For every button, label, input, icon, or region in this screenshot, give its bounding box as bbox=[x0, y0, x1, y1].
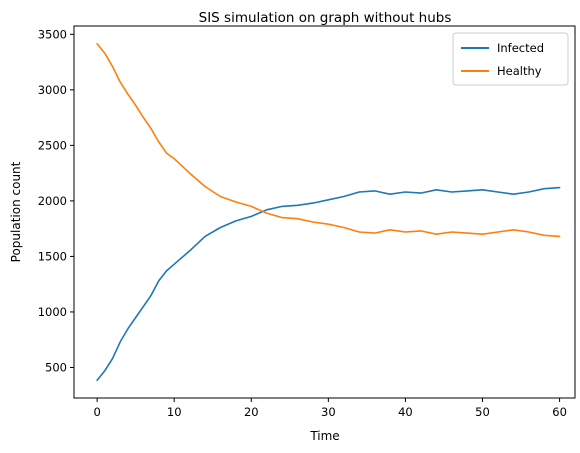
y-tick-label-1000: 1000 bbox=[38, 305, 67, 319]
x-tick-label-30: 30 bbox=[321, 405, 336, 419]
x-axis: 0 10 20 30 40 50 60 bbox=[93, 398, 567, 419]
y-axis: 500 1000 1500 2000 2500 3000 3500 bbox=[38, 27, 74, 374]
y-tick-label-3000: 3000 bbox=[38, 83, 67, 97]
chart-title: SIS simulation on graph without hubs bbox=[199, 10, 452, 26]
legend: Infected Healthy bbox=[452, 32, 569, 86]
x-tick-label-40: 40 bbox=[398, 405, 413, 419]
y-tick-label-500: 500 bbox=[45, 360, 67, 374]
x-tick-label-50: 50 bbox=[475, 405, 490, 419]
series-line-healthy bbox=[96, 43, 561, 238]
x-tick-label-20: 20 bbox=[244, 405, 259, 419]
y-axis-label: Population count bbox=[9, 161, 23, 262]
y-tick-label-2000: 2000 bbox=[38, 194, 67, 208]
x-tick-label-10: 10 bbox=[167, 405, 182, 419]
legend-label-infected: Infected bbox=[497, 41, 544, 55]
y-tick-label-1500: 1500 bbox=[38, 249, 67, 263]
legend-label-healthy: Healthy bbox=[497, 64, 542, 78]
y-tick-label-2500: 2500 bbox=[38, 138, 67, 152]
series-line-infected bbox=[96, 186, 561, 381]
plot-area bbox=[96, 43, 561, 381]
x-tick-label-60: 60 bbox=[552, 405, 567, 419]
plot-frame bbox=[73, 25, 576, 399]
y-tick-label-3500: 3500 bbox=[38, 27, 67, 41]
x-tick-label-0: 0 bbox=[93, 405, 100, 419]
x-axis-label: Time bbox=[309, 429, 339, 443]
